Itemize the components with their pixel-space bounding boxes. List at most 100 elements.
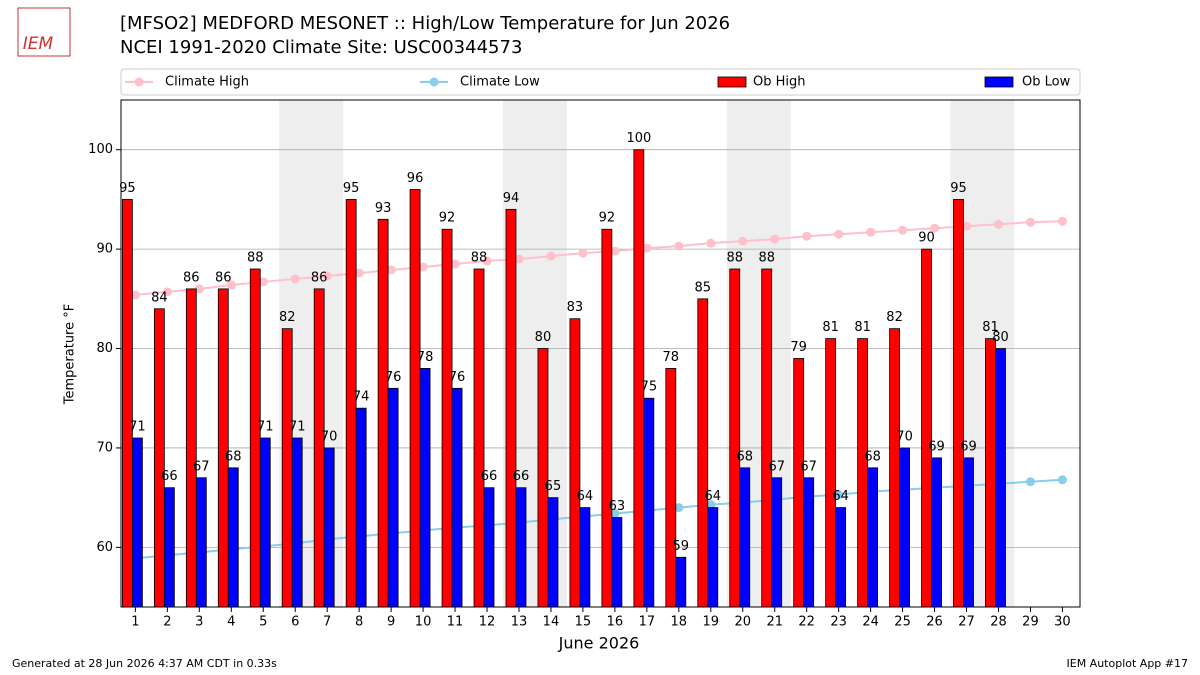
line-point bbox=[418, 262, 428, 272]
y-tick-label: 80 bbox=[96, 341, 113, 356]
bar bbox=[697, 298, 709, 608]
line-point bbox=[258, 277, 268, 287]
x-tick-label: 14 bbox=[543, 615, 560, 630]
bar bbox=[537, 348, 549, 608]
chart-title: [MFSO2] MEDFORD MESONET :: High/Low Temp… bbox=[120, 13, 730, 34]
x-tick-label: 1 bbox=[131, 615, 139, 630]
bar-value-label: 69 bbox=[928, 439, 945, 454]
bar bbox=[355, 407, 367, 608]
line-point bbox=[706, 500, 716, 510]
bar bbox=[387, 387, 399, 608]
bar-value-label: 88 bbox=[247, 251, 264, 266]
bar-value-label: 88 bbox=[726, 251, 743, 266]
bar bbox=[835, 507, 847, 608]
x-tick-label: 22 bbox=[798, 615, 815, 630]
bar bbox=[675, 556, 687, 608]
line-point bbox=[770, 234, 780, 244]
x-tick-label: 21 bbox=[766, 615, 783, 630]
bar bbox=[739, 467, 751, 608]
bar-value-label: 67 bbox=[800, 459, 817, 474]
x-tick-label: 29 bbox=[1022, 615, 1039, 630]
bar bbox=[953, 199, 964, 608]
bar bbox=[857, 338, 869, 608]
x-tick-label: 18 bbox=[671, 615, 688, 630]
bar-value-label: 95 bbox=[950, 181, 967, 196]
bar-value-label: 81 bbox=[854, 320, 871, 335]
plot-frame bbox=[120, 99, 1081, 608]
x-tick-label: 24 bbox=[862, 615, 879, 630]
bar bbox=[121, 199, 133, 608]
bar-value-label: 83 bbox=[567, 300, 584, 315]
logo-text: IEM bbox=[23, 34, 54, 54]
bar-value-label: 63 bbox=[609, 499, 626, 514]
bar-value-label: 80 bbox=[992, 330, 1009, 345]
line-point bbox=[1057, 216, 1067, 226]
line-point bbox=[962, 221, 972, 231]
bar-value-label: 78 bbox=[417, 350, 434, 365]
bar-value-label: 82 bbox=[886, 310, 903, 325]
bar bbox=[921, 248, 932, 608]
bar-value-label: 86 bbox=[183, 270, 200, 285]
bar-value-label: 100 bbox=[626, 131, 651, 146]
bar-value-label: 86 bbox=[311, 270, 328, 285]
line-point bbox=[450, 259, 460, 269]
bar-value-label: 84 bbox=[151, 290, 168, 305]
y-tick-label: 70 bbox=[96, 440, 113, 455]
chart-subtitle: NCEI 1991-2020 Climate Site: USC00344573 bbox=[120, 37, 522, 58]
bar-value-label: 96 bbox=[407, 171, 424, 186]
x-tick-label: 20 bbox=[734, 615, 751, 630]
x-tick-label: 3 bbox=[195, 615, 203, 630]
bar-value-label: 95 bbox=[119, 181, 136, 196]
bar-value-label: 82 bbox=[279, 310, 296, 325]
x-tick-label: 19 bbox=[703, 615, 720, 630]
bar bbox=[611, 517, 623, 608]
line-point bbox=[834, 229, 844, 239]
x-tick-label: 6 bbox=[291, 615, 299, 630]
bar bbox=[419, 368, 431, 608]
bar-value-label: 79 bbox=[790, 340, 807, 355]
bar-value-label: 75 bbox=[641, 380, 658, 395]
bar-value-label: 70 bbox=[896, 429, 913, 444]
bar-value-label: 81 bbox=[822, 320, 839, 335]
line-point bbox=[1025, 477, 1035, 487]
bar bbox=[377, 218, 389, 608]
line-point bbox=[290, 274, 300, 284]
line-point bbox=[354, 268, 364, 278]
bar-value-label: 64 bbox=[577, 489, 594, 504]
x-tick-label: 8 bbox=[355, 615, 363, 630]
line-point bbox=[898, 225, 908, 235]
x-tick-label: 25 bbox=[894, 615, 911, 630]
y-axis-label: Temperature °F bbox=[63, 304, 78, 405]
line-point bbox=[1025, 217, 1035, 227]
bar bbox=[515, 487, 527, 608]
bar-value-label: 71 bbox=[257, 420, 274, 435]
line-point bbox=[738, 236, 748, 246]
bar bbox=[707, 507, 719, 608]
bar bbox=[803, 477, 815, 608]
bar-value-label: 65 bbox=[545, 479, 562, 494]
bar-value-label: 59 bbox=[673, 539, 690, 554]
x-tick-label: 27 bbox=[958, 615, 975, 630]
x-tick-label: 23 bbox=[830, 615, 847, 630]
bar-value-label: 90 bbox=[918, 231, 935, 246]
x-tick-label: 17 bbox=[639, 615, 656, 630]
line-point bbox=[386, 265, 396, 275]
bar bbox=[323, 447, 335, 608]
y-tick-label: 90 bbox=[96, 242, 113, 257]
bar-value-label: 92 bbox=[439, 211, 456, 226]
bar bbox=[473, 268, 485, 608]
line-point bbox=[866, 227, 876, 237]
bar-value-label: 67 bbox=[768, 459, 785, 474]
line-point bbox=[322, 271, 332, 281]
bar-value-label: 80 bbox=[535, 330, 552, 345]
bar bbox=[505, 208, 517, 608]
line-point bbox=[834, 490, 844, 500]
logo-frame bbox=[17, 7, 71, 57]
bar-value-label: 88 bbox=[758, 251, 775, 266]
legend-label: Climate High bbox=[165, 75, 249, 90]
line-point bbox=[802, 231, 812, 241]
bar-value-label: 64 bbox=[832, 489, 849, 504]
line-point bbox=[610, 246, 620, 256]
bar-value-label: 94 bbox=[503, 191, 520, 206]
